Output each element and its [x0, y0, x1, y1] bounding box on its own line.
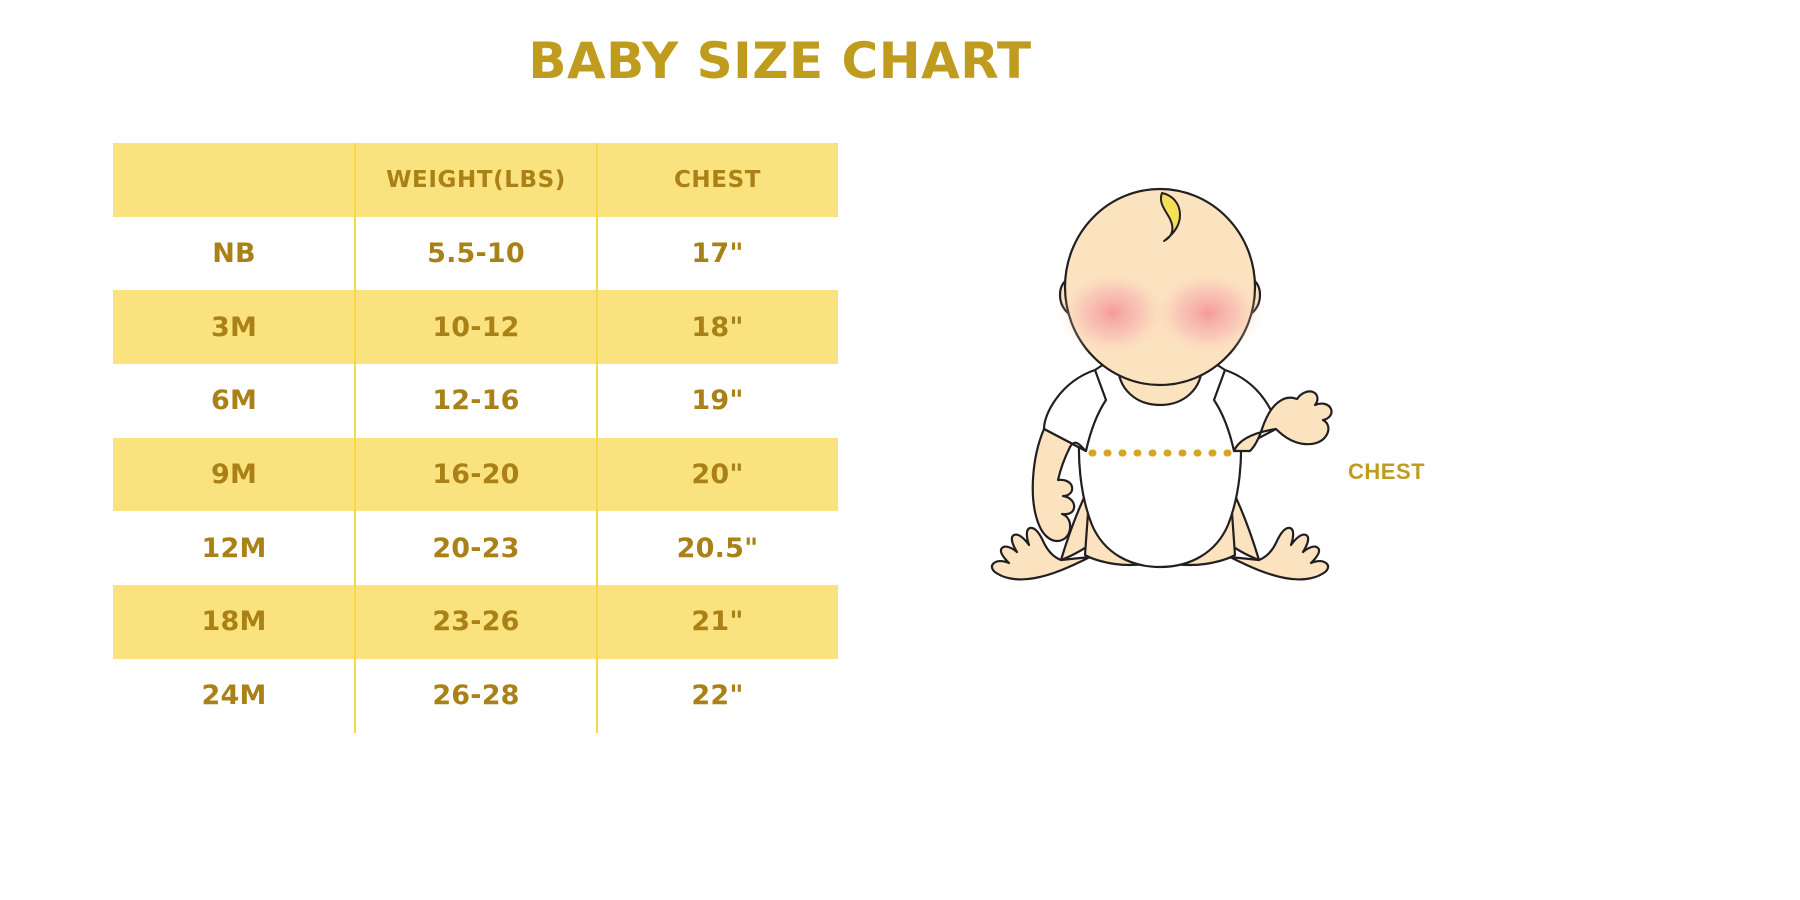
- cell-chest: 19": [691, 385, 744, 417]
- cell-chest: 18": [691, 311, 744, 343]
- cell-size: 24M: [201, 680, 267, 712]
- cell-chest: 17": [691, 238, 744, 270]
- cell-weight: 20-23: [432, 532, 520, 564]
- table-row: 18M 23-26 21": [113, 585, 838, 659]
- column-header-chest: CHEST: [673, 166, 762, 193]
- cell-weight: 10-12: [432, 311, 520, 343]
- cell-weight: 26-28: [432, 680, 520, 712]
- baby-illustration: [990, 187, 1333, 581]
- chest-callout-label: CHEST: [1348, 459, 1426, 484]
- column-header-size: [113, 143, 355, 217]
- table-row: 24M 26-28 22": [113, 658, 838, 733]
- blush-right: [1152, 269, 1264, 357]
- cell-chest: 21": [691, 606, 744, 638]
- blush-left: [1057, 269, 1169, 357]
- cell-weight: 23-26: [432, 606, 520, 638]
- cell-size: 6M: [210, 385, 258, 417]
- cell-chest: 22": [691, 680, 744, 712]
- cell-weight: 5.5-10: [427, 238, 525, 270]
- cell-chest: 20.5": [676, 532, 759, 564]
- column-divider-line-2: [596, 143, 598, 733]
- column-header-weight: WEIGHT(LBS): [386, 166, 566, 193]
- column-divider-line-1: [354, 143, 356, 733]
- cell-size: 9M: [210, 459, 258, 491]
- table-header-row: WEIGHT(LBS) CHEST: [113, 143, 838, 217]
- cell-weight: 12-16: [432, 385, 520, 417]
- cell-weight: 16-20: [432, 459, 520, 491]
- table-row: 12M 20-23 20.5": [113, 511, 838, 586]
- table-row: 6M 12-16 19": [113, 364, 838, 438]
- cell-size: NB: [212, 238, 256, 270]
- cell-size: 18M: [201, 606, 267, 638]
- size-chart-table: WEIGHT(LBS) CHEST NB 5.5-10 17" 3M 10-12…: [113, 143, 838, 733]
- cell-size: 3M: [210, 311, 258, 343]
- table-row: 3M 10-12 18": [113, 290, 838, 365]
- cell-chest: 20": [691, 459, 744, 491]
- cell-size: 12M: [201, 532, 267, 564]
- table-row: 9M 16-20 20": [113, 437, 838, 512]
- page-title: BABY SIZE CHART: [528, 32, 1032, 90]
- table-row: NB 5.5-10 17": [113, 216, 838, 291]
